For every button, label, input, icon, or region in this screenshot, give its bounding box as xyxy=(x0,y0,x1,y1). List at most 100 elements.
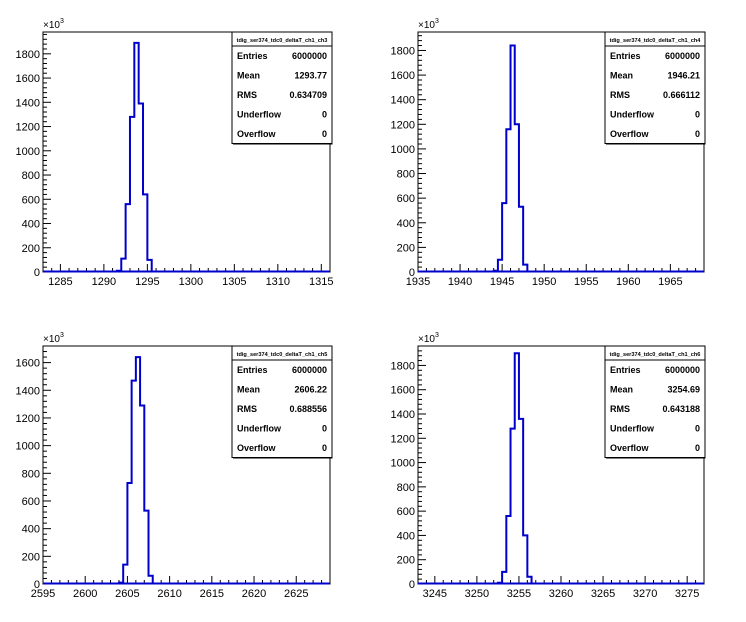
stats-value: 3254.69 xyxy=(667,385,700,395)
x-tick-label: 3260 xyxy=(549,588,573,600)
y-tick-label: 200 xyxy=(22,551,40,563)
x-tick-label: 1315 xyxy=(309,276,333,288)
stats-value: 0 xyxy=(322,424,327,434)
x-tick-label: 1295 xyxy=(135,276,159,288)
stats-label: Mean xyxy=(237,385,260,395)
histogram-panel-2: 0 200 400 600 800 1000 1200 1400 1600 1800 1935 194… xyxy=(391,18,706,288)
stats-label: Entries xyxy=(237,51,268,61)
y-axis-multiplier: ×103 xyxy=(43,332,64,345)
y-tick-label: 0 xyxy=(409,267,415,279)
histogram-bin xyxy=(506,129,510,272)
y-multiplier-base: ×10 xyxy=(43,334,60,345)
stats-value: 1293.77 xyxy=(294,71,327,81)
y-tick-label: 1400 xyxy=(391,409,415,421)
stats-label: RMS xyxy=(610,90,630,100)
histogram-bin xyxy=(502,572,506,584)
histogram-bin xyxy=(506,516,510,584)
y-tick-label: 400 xyxy=(397,218,415,230)
histogram-bin xyxy=(519,419,523,584)
stats-value: 6000000 xyxy=(665,51,700,61)
y-multiplier-base: ×10 xyxy=(418,20,435,31)
stats-box: tdig_ser374_tdc0_deltaT_ch1_ch4 Entries 60… xyxy=(604,31,706,145)
x-tick-label: 1965 xyxy=(658,276,682,288)
stats-value: 0 xyxy=(695,424,700,434)
y-tick-label: 1200 xyxy=(16,122,40,134)
y-tick-label: 800 xyxy=(397,482,415,494)
stats-box-title: tdig_ser374_tdc0_deltaT_ch1_ch5 xyxy=(237,352,328,358)
y-tick-label: 1400 xyxy=(16,385,40,397)
y-multiplier-base: ×10 xyxy=(418,334,435,345)
stats-box-title: tdig_ser374_tdc0_deltaT_ch1_ch6 xyxy=(610,352,701,358)
histogram-bin xyxy=(519,207,523,272)
y-multiplier-exponent: 3 xyxy=(435,332,439,339)
stats-value: 0 xyxy=(695,129,700,139)
histogram-bin xyxy=(143,194,147,272)
histogram-bin xyxy=(494,271,498,272)
stats-value: 0.688556 xyxy=(289,404,327,414)
y-tick-label: 600 xyxy=(22,194,40,206)
stats-value: 2606.22 xyxy=(294,385,327,395)
stats-label: RMS xyxy=(610,404,630,414)
y-multiplier-exponent: 3 xyxy=(60,18,64,25)
y-tick-label: 400 xyxy=(22,219,40,231)
y-tick-label: 1600 xyxy=(16,358,40,370)
histogram-panel-4: 0 200 400 600 800 1000 1200 1400 1600 1800 3245 325… xyxy=(391,332,706,600)
x-tick-label: 1285 xyxy=(48,276,72,288)
histogram-panel-1: 0 200 400 600 800 1000 1200 1400 1600 1800 1285 129… xyxy=(16,18,334,288)
x-tick-label: 1305 xyxy=(222,276,246,288)
histogram-bin xyxy=(511,429,515,584)
stats-box-frame xyxy=(604,345,706,458)
y-tick-label: 1600 xyxy=(391,70,415,82)
x-tick-label: 3265 xyxy=(591,588,615,600)
y-tick-label: 600 xyxy=(397,506,415,518)
y-tick-label: 1200 xyxy=(391,119,415,131)
stats-label: Mean xyxy=(610,385,633,395)
histogram-bin xyxy=(515,124,519,272)
x-tick-label: 1945 xyxy=(490,276,514,288)
x-tick-label: 2605 xyxy=(115,588,139,600)
x-tick-label: 3250 xyxy=(465,588,489,600)
stats-box-frame xyxy=(231,345,333,458)
x-tick-label: 1935 xyxy=(406,276,430,288)
stats-label: Underflow xyxy=(610,424,655,434)
y-tick-label: 200 xyxy=(22,243,40,255)
x-tick-label: 3255 xyxy=(507,588,531,600)
stats-box-frame xyxy=(231,31,333,144)
stats-label: Mean xyxy=(610,71,633,81)
stats-value: 0.643188 xyxy=(662,404,700,414)
x-tick-label: 1300 xyxy=(179,276,203,288)
y-multiplier-exponent: 3 xyxy=(435,18,439,25)
y-tick-label: 800 xyxy=(22,468,40,480)
stats-label: Entries xyxy=(610,51,641,61)
histogram-bin xyxy=(136,357,140,584)
stats-value: 0 xyxy=(322,443,327,453)
stats-label: Entries xyxy=(610,365,641,375)
stats-value: 6000000 xyxy=(292,365,327,375)
y-tick-label: 1000 xyxy=(16,441,40,453)
histogram-outline xyxy=(115,41,153,272)
stats-label: Overflow xyxy=(610,129,650,139)
stats-label: Overflow xyxy=(610,443,650,453)
y-tick-label: 1200 xyxy=(391,433,415,445)
histogram-bin xyxy=(126,204,130,272)
histogram-outline xyxy=(117,356,154,584)
x-tick-label: 1960 xyxy=(616,276,640,288)
histogram-bin xyxy=(523,265,527,272)
histogram-outline xyxy=(492,44,529,272)
histogram-bin xyxy=(140,406,144,585)
x-tick-label: 2595 xyxy=(31,588,55,600)
y-tick-label: 1600 xyxy=(16,73,40,85)
y-tick-label: 800 xyxy=(397,169,415,181)
x-tick-label: 3275 xyxy=(675,588,699,600)
stats-label: Underflow xyxy=(237,424,282,434)
y-tick-label: 1000 xyxy=(391,458,415,470)
y-tick-label: 200 xyxy=(397,555,415,567)
histogram-bin xyxy=(515,353,519,584)
stats-value: 1946.21 xyxy=(667,71,700,81)
histogram-bin xyxy=(139,104,143,272)
histogram-bin xyxy=(132,381,136,584)
histogram-bin xyxy=(134,43,138,272)
y-tick-label: 1000 xyxy=(16,146,40,158)
histogram-panel-3: 0 200 400 600 800 1000 1200 1400 1600 2595 2600 260… xyxy=(16,332,333,600)
y-tick-label: 0 xyxy=(409,579,415,591)
